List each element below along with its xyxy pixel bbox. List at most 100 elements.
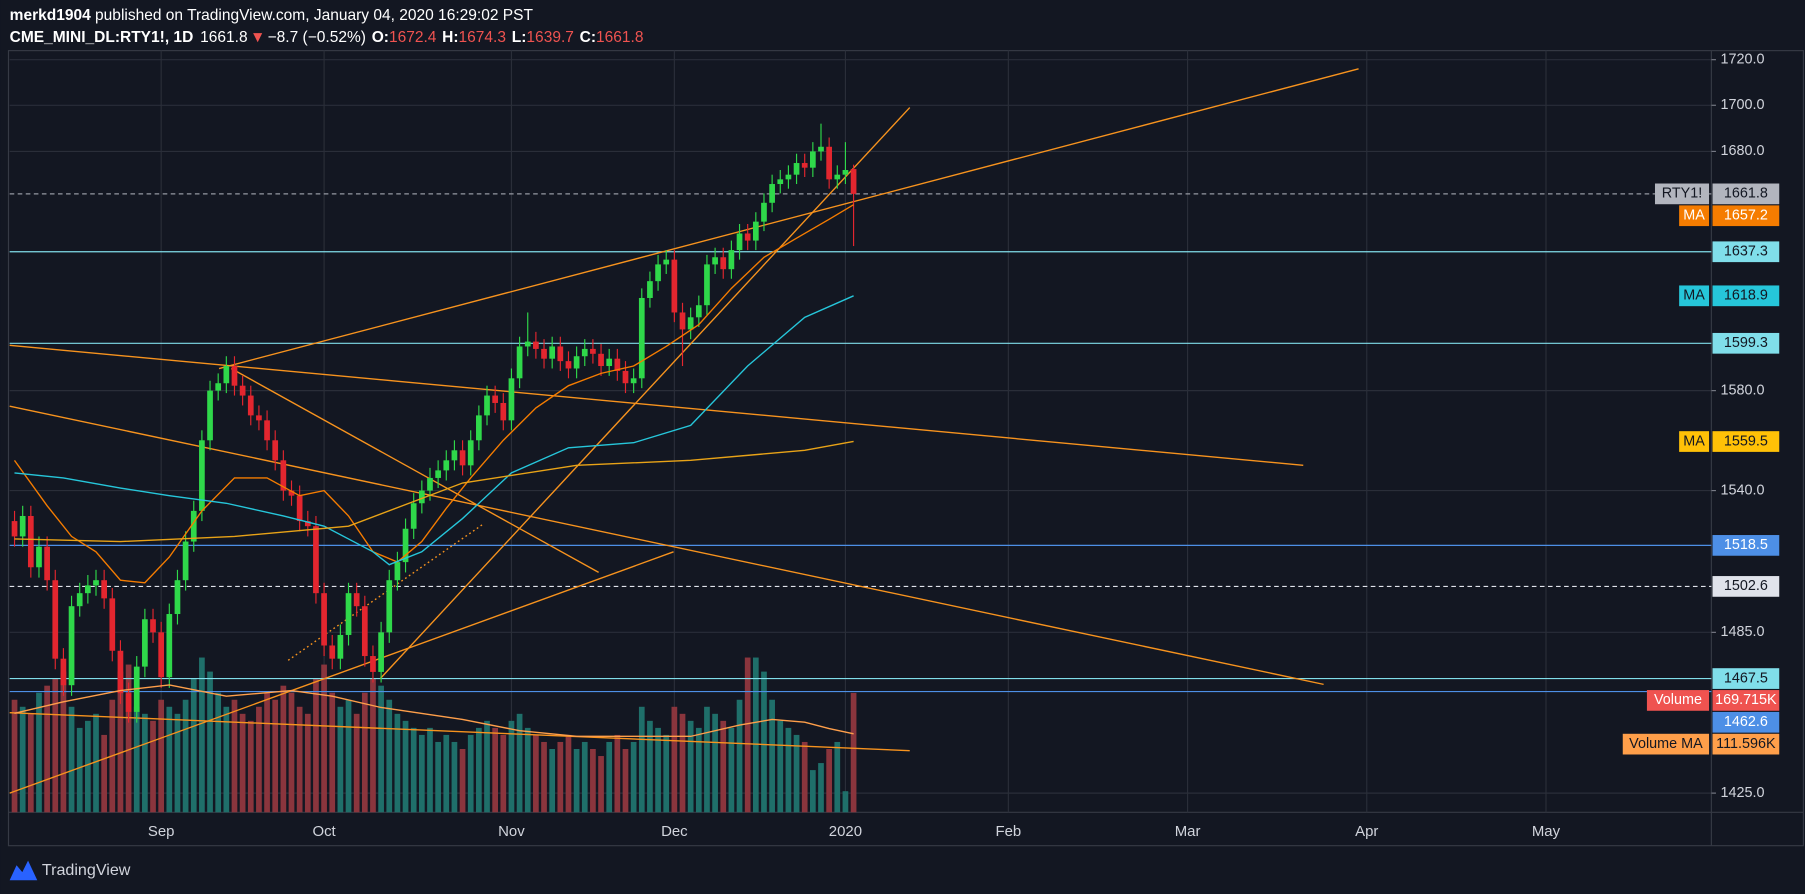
ma-line: [13, 204, 854, 584]
volume-bar: [850, 692, 857, 813]
volume-bar: [638, 706, 645, 813]
volume-bar: [663, 734, 670, 813]
price-label: 1637.3: [1724, 244, 1768, 260]
price-label-box: [1712, 711, 1780, 733]
price-label-box: [1712, 576, 1780, 597]
ohlc-value: 1661.8: [596, 29, 643, 46]
candle-body: [459, 450, 466, 466]
price-label-name: Volume MA: [1629, 736, 1703, 752]
candle-body: [101, 580, 107, 599]
volume-bar: [182, 699, 189, 813]
candle-body: [337, 634, 344, 659]
ohlc: O:1672.4 H:1674.3 L:1639.7 C:1661.8: [372, 29, 644, 46]
candle-body: [402, 528, 409, 563]
price-label-box: [1712, 285, 1780, 307]
volume-bar: [345, 699, 352, 813]
candle-body: [598, 353, 604, 367]
candle-body: [850, 169, 857, 194]
candle-body: [19, 515, 26, 537]
price-label: 1462.6: [1724, 714, 1768, 730]
price-label-name: Volume: [1654, 692, 1702, 708]
candle-body: [117, 650, 124, 694]
price-label-box: [1712, 733, 1780, 755]
candle-body: [150, 619, 156, 633]
candle-body: [736, 233, 743, 251]
candle-body: [410, 503, 417, 529]
candle-body: [174, 580, 181, 615]
candle-body: [27, 515, 34, 568]
y-tick-label: 1680.0: [1721, 143, 1765, 159]
volume-bar: [435, 741, 441, 813]
candle-body: [85, 585, 91, 594]
candle-body: [752, 221, 759, 241]
candle-body: [573, 356, 580, 369]
candle-body: [826, 146, 832, 180]
volume-bar: [60, 671, 67, 813]
volume-bar: [166, 706, 173, 813]
price-label: 1559.5: [1724, 433, 1768, 449]
price-label: 1467.5: [1724, 670, 1768, 686]
trend-line: [9, 551, 674, 794]
header-line: merkd1904 published on TradingView.com, …: [10, 7, 534, 24]
candle-body: [223, 366, 230, 384]
candle-body: [704, 264, 710, 306]
candle-body: [158, 632, 165, 678]
candle-body: [386, 580, 393, 633]
candle-body: [68, 606, 75, 686]
candle-body: [801, 163, 808, 168]
candle-body: [549, 346, 556, 359]
volume-bar: [296, 706, 303, 813]
price-label-box: [1712, 690, 1780, 711]
volume-bar: [801, 741, 808, 813]
user: merkd1904: [10, 7, 91, 24]
volume-bar: [239, 713, 246, 813]
price-label: 1518.5: [1724, 537, 1768, 553]
x-tick-label: Mar: [1175, 823, 1201, 840]
candle-body: [793, 163, 800, 175]
volume-bar: [524, 727, 531, 813]
price-label: 1502.6: [1724, 578, 1768, 594]
candle-body: [476, 415, 482, 441]
candle-body: [508, 378, 515, 421]
volume-bar: [247, 720, 254, 813]
volume-bar: [329, 692, 336, 813]
volume-bar: [76, 727, 83, 813]
price-label-tag: [1654, 183, 1710, 205]
volume-bar: [614, 734, 621, 813]
candle-body: [321, 593, 327, 646]
candle-body: [76, 593, 83, 607]
volume-bar: [736, 699, 743, 813]
volume-bar: [565, 734, 572, 813]
y-tick-label: 1720.0: [1721, 51, 1765, 67]
volume-bar: [549, 748, 556, 813]
volume-bar: [321, 664, 327, 813]
candle-body: [394, 562, 401, 581]
y-tick-label: 1700.0: [1721, 97, 1765, 113]
volume-bar: [581, 741, 588, 813]
candle-body: [541, 348, 547, 359]
candle-body: [622, 370, 629, 384]
volume-bar: [655, 727, 661, 813]
volume-bar: [761, 671, 767, 813]
volume-bar: [117, 671, 124, 813]
candle-body: [60, 658, 67, 686]
volume-bar: [394, 713, 401, 813]
price-label-box: [1712, 535, 1780, 556]
ohlc-value: 1672.4: [389, 29, 437, 46]
last: 1661.8: [200, 29, 247, 46]
x-tick-label: Sep: [148, 823, 175, 840]
trend-line: [9, 711, 910, 752]
candle-body: [109, 598, 116, 651]
price-label-box: [1712, 183, 1780, 205]
candle-body: [435, 470, 441, 478]
volume-bar: [353, 713, 360, 813]
volume-bar: [704, 706, 710, 813]
volume-bar: [459, 748, 466, 813]
volume-bar: [386, 699, 393, 813]
price-label-name: MA: [1683, 208, 1705, 224]
volume-bar: [720, 720, 727, 813]
volume-bar: [622, 748, 629, 813]
volume-bar: [337, 706, 344, 813]
candle-body: [427, 477, 433, 491]
